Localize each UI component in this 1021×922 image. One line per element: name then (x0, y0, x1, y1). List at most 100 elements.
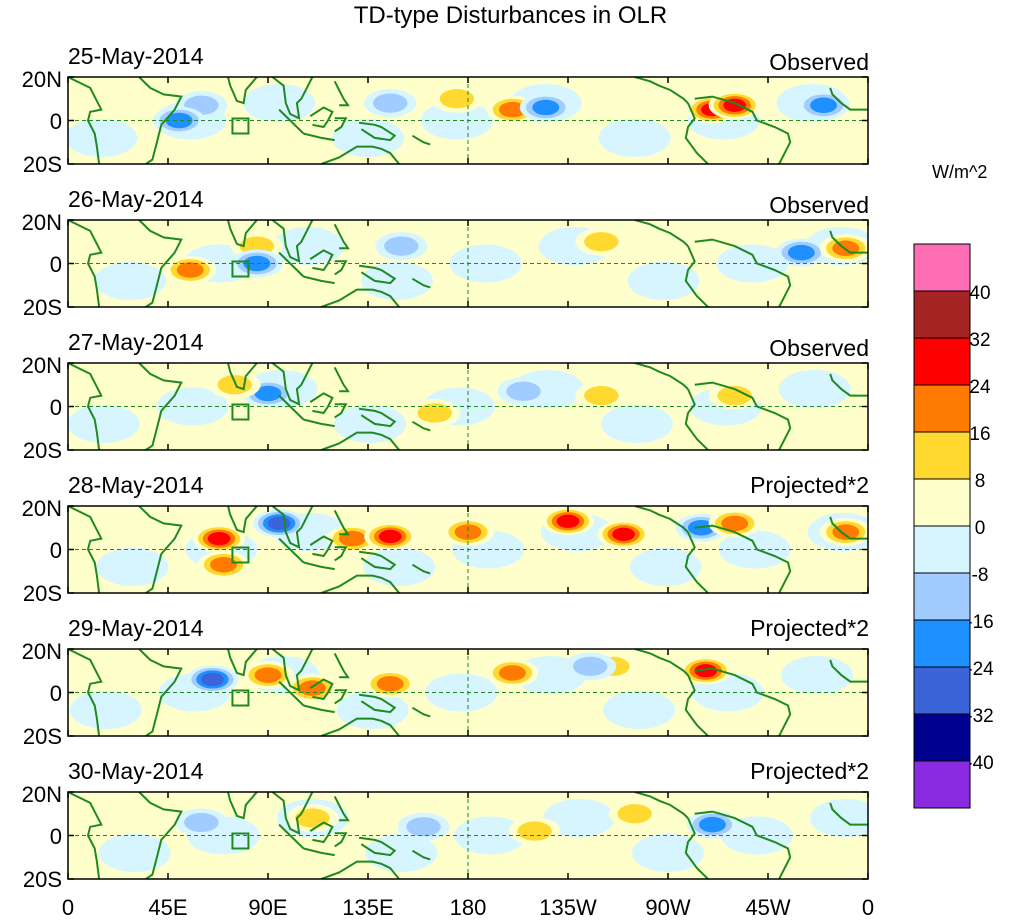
colorbar-box (913, 666, 971, 715)
coastline (358, 407, 397, 428)
colorbar-box (913, 290, 971, 339)
coastline (829, 659, 868, 683)
map-panel (68, 363, 868, 450)
coastline (68, 792, 103, 879)
coastline (634, 220, 689, 247)
colorbar-label: -24 (966, 659, 994, 680)
coastline (358, 550, 397, 571)
lat-label: 20S (22, 438, 62, 463)
positive-anomaly (207, 531, 231, 546)
coastline (303, 418, 335, 428)
lat-label: 20N (21, 782, 62, 807)
region-box (231, 689, 250, 707)
coastline (334, 260, 348, 276)
lat-label: 20N (21, 639, 62, 664)
map-panel (68, 220, 868, 307)
coastline (411, 277, 431, 289)
positive-anomaly (612, 527, 635, 541)
coastline (684, 388, 709, 450)
coastline (411, 849, 431, 861)
negative-anomaly (573, 656, 608, 677)
lat-label: 0 (49, 109, 62, 134)
coastline (358, 836, 397, 857)
panel-date: 29-May-2014 (68, 615, 204, 641)
coastline (684, 245, 709, 307)
coastline (634, 649, 689, 676)
weak-anomaly (627, 261, 700, 301)
coastline (829, 230, 868, 254)
positive-anomaly (694, 664, 718, 678)
negative-anomaly (243, 255, 271, 272)
lat-label: 0 (49, 252, 62, 277)
colorbar-box (913, 384, 971, 433)
coastline (334, 546, 348, 562)
coastline (278, 108, 305, 135)
coastline (138, 363, 183, 450)
lat-label: 0 (49, 395, 62, 420)
coastline (829, 373, 868, 397)
region-box (231, 260, 250, 278)
coastline (334, 689, 348, 705)
weak-anomaly (629, 547, 702, 587)
weak-anomaly (98, 833, 171, 873)
coastline (334, 117, 348, 133)
positive-anomaly (721, 515, 749, 532)
coastline (278, 823, 305, 850)
coastline (303, 561, 335, 571)
coastline (303, 275, 335, 285)
lat-label: 20S (22, 295, 62, 320)
coastline (333, 366, 350, 393)
weak-anomaly (96, 547, 169, 587)
coastline (634, 506, 689, 533)
coastline (309, 678, 334, 701)
coastline (334, 832, 348, 848)
coastline (190, 363, 193, 364)
colorbar-box (913, 243, 971, 292)
positive-anomaly (584, 386, 619, 406)
colorbar-box (913, 431, 971, 480)
coastline (333, 223, 350, 250)
coastline (333, 652, 350, 679)
coastline (309, 249, 334, 272)
coastline (190, 77, 193, 78)
colorbar-label: -8 (971, 565, 989, 586)
weak-anomaly (600, 404, 673, 444)
positive-anomaly (339, 530, 366, 547)
lat-label: 20N (21, 210, 62, 235)
positive-anomaly (517, 821, 552, 841)
coastline (190, 649, 193, 650)
weak-anomaly (332, 118, 404, 158)
colorbar-label: -40 (966, 753, 994, 774)
coastline (634, 792, 689, 819)
positive-anomaly (556, 514, 580, 528)
region-box (231, 403, 250, 421)
weak-anomaly (68, 404, 140, 444)
coastline (829, 516, 868, 540)
panel-date: 26-May-2014 (68, 186, 204, 212)
coastline (411, 134, 431, 146)
weak-anomaly (69, 690, 142, 730)
positive-anomaly (210, 557, 237, 573)
coastline (358, 121, 397, 142)
positive-anomaly (499, 665, 526, 681)
coastline (278, 680, 305, 707)
coastline (303, 847, 335, 857)
weak-anomaly (809, 798, 868, 838)
coastline (271, 363, 314, 407)
lat-label: 20S (22, 867, 62, 892)
lat-label: 20S (22, 581, 62, 606)
lat-label: 20S (22, 152, 62, 177)
coastline (278, 251, 305, 278)
lat-label: 0 (49, 824, 62, 849)
coastline (138, 220, 183, 307)
region-box (231, 117, 250, 135)
weak-anomaly (780, 655, 853, 695)
lat-label: 20N (21, 67, 62, 92)
coastline (190, 506, 193, 507)
positive-anomaly (717, 386, 752, 406)
positive-anomaly (254, 667, 282, 683)
coastline (684, 817, 709, 879)
negative-anomaly (201, 672, 224, 687)
coastline (138, 506, 183, 593)
coastline (320, 574, 400, 593)
